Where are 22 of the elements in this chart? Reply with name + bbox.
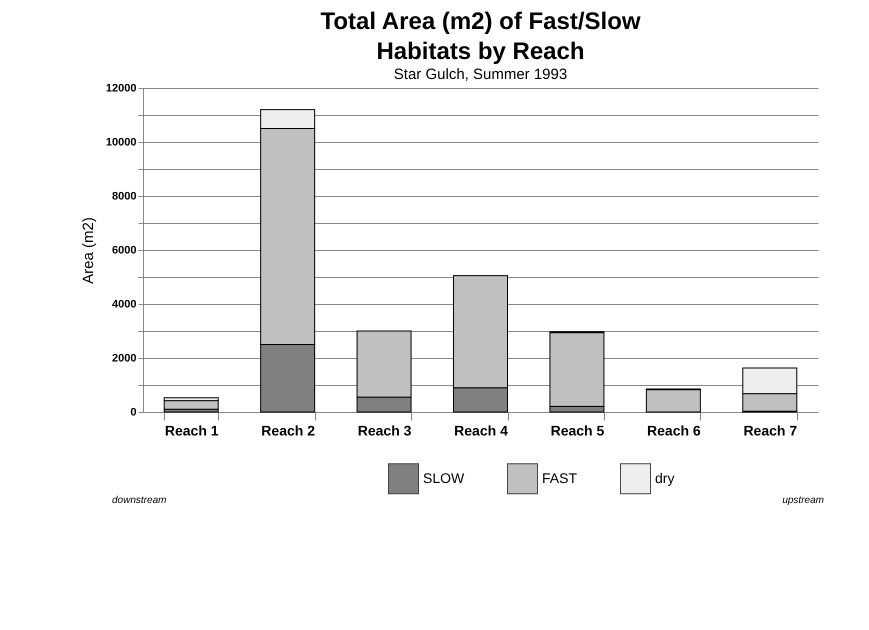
chart-subtitle: Star Gulch, Summer 1993 [394,66,568,83]
x-tick-label: Reach 7 [743,422,798,438]
y-tick-label: 4000 [112,298,136,310]
x-tick-label: Reach 1 [164,422,219,438]
y-tick-label: 0 [130,406,136,418]
chart-title: Total Area (m2) of Fast/Slow Habitats by Reach [320,8,641,65]
x-tick-label: Reach 5 [550,422,604,438]
y-axis-title: Area (m2) [80,217,97,284]
y-tick-label: 2000 [112,352,136,364]
text: downstream [112,495,166,506]
y-tick-label: 10000 [106,136,136,148]
y-tick-label: 8000 [112,190,136,202]
y-tick-label: 6000 [112,244,136,256]
y-tick-label: 12000 [106,82,136,94]
text: upstream [782,495,824,506]
legend-label: SLOW [423,470,466,486]
legend-label: FAST [542,470,578,486]
x-tick-label: Reach 4 [454,422,508,438]
legend-label: dry [655,470,674,486]
x-tick-label: Reach 3 [358,422,412,438]
x-tick-label: Reach 6 [647,422,701,438]
x-tick-label: Reach 2 [261,422,316,438]
